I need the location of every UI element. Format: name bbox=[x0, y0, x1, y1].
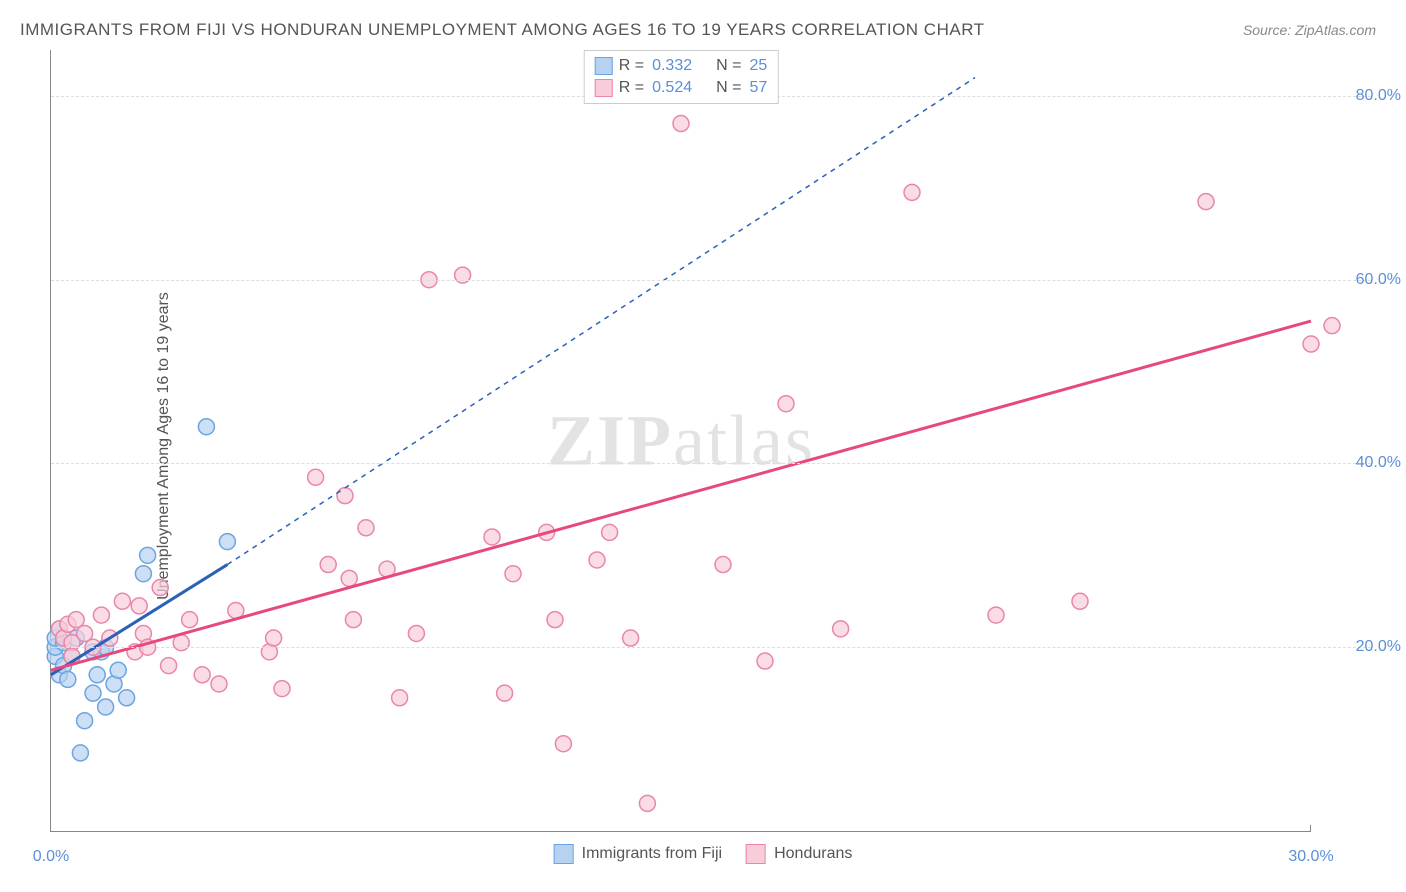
data-point bbox=[904, 184, 920, 200]
data-point bbox=[1324, 318, 1340, 334]
trend-line bbox=[51, 321, 1311, 670]
data-point bbox=[85, 685, 101, 701]
data-point bbox=[639, 795, 655, 811]
data-point bbox=[182, 612, 198, 628]
gridline bbox=[51, 463, 1371, 464]
data-point bbox=[308, 469, 324, 485]
legend-n-value: 57 bbox=[749, 79, 767, 97]
data-point bbox=[345, 612, 361, 628]
gridline bbox=[51, 647, 1371, 648]
legend-item: Hondurans bbox=[746, 844, 852, 864]
data-point bbox=[602, 524, 618, 540]
data-point bbox=[152, 580, 168, 596]
data-point bbox=[497, 685, 513, 701]
data-point bbox=[1072, 593, 1088, 609]
legend-swatch bbox=[554, 844, 574, 864]
data-point bbox=[757, 653, 773, 669]
legend-n-label: N = bbox=[716, 79, 741, 97]
legend-n-label: N = bbox=[716, 57, 741, 75]
y-tick-label: 40.0% bbox=[1321, 454, 1401, 472]
data-point bbox=[673, 116, 689, 132]
legend-label: Hondurans bbox=[774, 845, 852, 863]
data-point bbox=[505, 566, 521, 582]
data-point bbox=[484, 529, 500, 545]
data-point bbox=[337, 488, 353, 504]
legend-row: R = 0.332 N = 25 bbox=[595, 55, 768, 77]
data-point bbox=[274, 681, 290, 697]
y-tick-label: 20.0% bbox=[1321, 638, 1401, 656]
series-legend: Immigrants from Fiji Hondurans bbox=[554, 844, 853, 864]
data-point bbox=[547, 612, 563, 628]
trend-line-extrap bbox=[227, 78, 975, 565]
data-point bbox=[114, 593, 130, 609]
data-point bbox=[194, 667, 210, 683]
legend-n-value: 25 bbox=[749, 57, 767, 75]
y-tick-label: 60.0% bbox=[1321, 271, 1401, 289]
legend-r-label: R = bbox=[619, 79, 644, 97]
data-point bbox=[778, 396, 794, 412]
data-point bbox=[988, 607, 1004, 623]
data-point bbox=[93, 607, 109, 623]
y-tick-label: 80.0% bbox=[1321, 87, 1401, 105]
x-tick-label: 30.0% bbox=[1288, 848, 1333, 866]
chart-plot-area: ZIPatlas R =0.332N =25R =0.524N =57 20.0… bbox=[50, 50, 1311, 832]
data-point bbox=[589, 552, 605, 568]
data-point bbox=[89, 667, 105, 683]
data-point bbox=[161, 658, 177, 674]
legend-label: Immigrants from Fiji bbox=[582, 845, 722, 863]
correlation-legend: R = 0.332 N = 25 R = 0.524 N = 57 bbox=[584, 50, 779, 104]
legend-row: R = 0.524 N = 57 bbox=[595, 77, 768, 99]
data-point bbox=[98, 699, 114, 715]
x-tick-label: 0.0% bbox=[33, 848, 69, 866]
data-point bbox=[266, 630, 282, 646]
data-point bbox=[198, 419, 214, 435]
legend-item: Immigrants from Fiji bbox=[554, 844, 722, 864]
data-point bbox=[1198, 194, 1214, 210]
data-point bbox=[392, 690, 408, 706]
data-point bbox=[219, 534, 235, 550]
legend-swatch bbox=[746, 844, 766, 864]
data-point bbox=[555, 736, 571, 752]
data-point bbox=[455, 267, 471, 283]
data-point bbox=[60, 671, 76, 687]
legend-swatch bbox=[595, 57, 613, 75]
data-point bbox=[110, 662, 126, 678]
gridline bbox=[51, 280, 1371, 281]
data-point bbox=[131, 598, 147, 614]
data-point bbox=[408, 625, 424, 641]
data-point bbox=[1303, 336, 1319, 352]
data-point bbox=[623, 630, 639, 646]
data-point bbox=[715, 557, 731, 573]
data-point bbox=[320, 557, 336, 573]
data-point bbox=[833, 621, 849, 637]
legend-r-label: R = bbox=[619, 57, 644, 75]
data-point bbox=[72, 745, 88, 761]
chart-title: IMMIGRANTS FROM FIJI VS HONDURAN UNEMPLO… bbox=[20, 20, 985, 40]
data-point bbox=[77, 713, 93, 729]
legend-swatch bbox=[595, 79, 613, 97]
legend-r-value: 0.524 bbox=[652, 79, 692, 97]
source-label: Source: ZipAtlas.com bbox=[1243, 22, 1376, 38]
data-point bbox=[140, 547, 156, 563]
scatter-svg bbox=[51, 50, 1311, 831]
data-point bbox=[211, 676, 227, 692]
data-point bbox=[341, 570, 357, 586]
legend-r-value: 0.332 bbox=[652, 57, 692, 75]
data-point bbox=[358, 520, 374, 536]
data-point bbox=[135, 566, 151, 582]
data-point bbox=[119, 690, 135, 706]
